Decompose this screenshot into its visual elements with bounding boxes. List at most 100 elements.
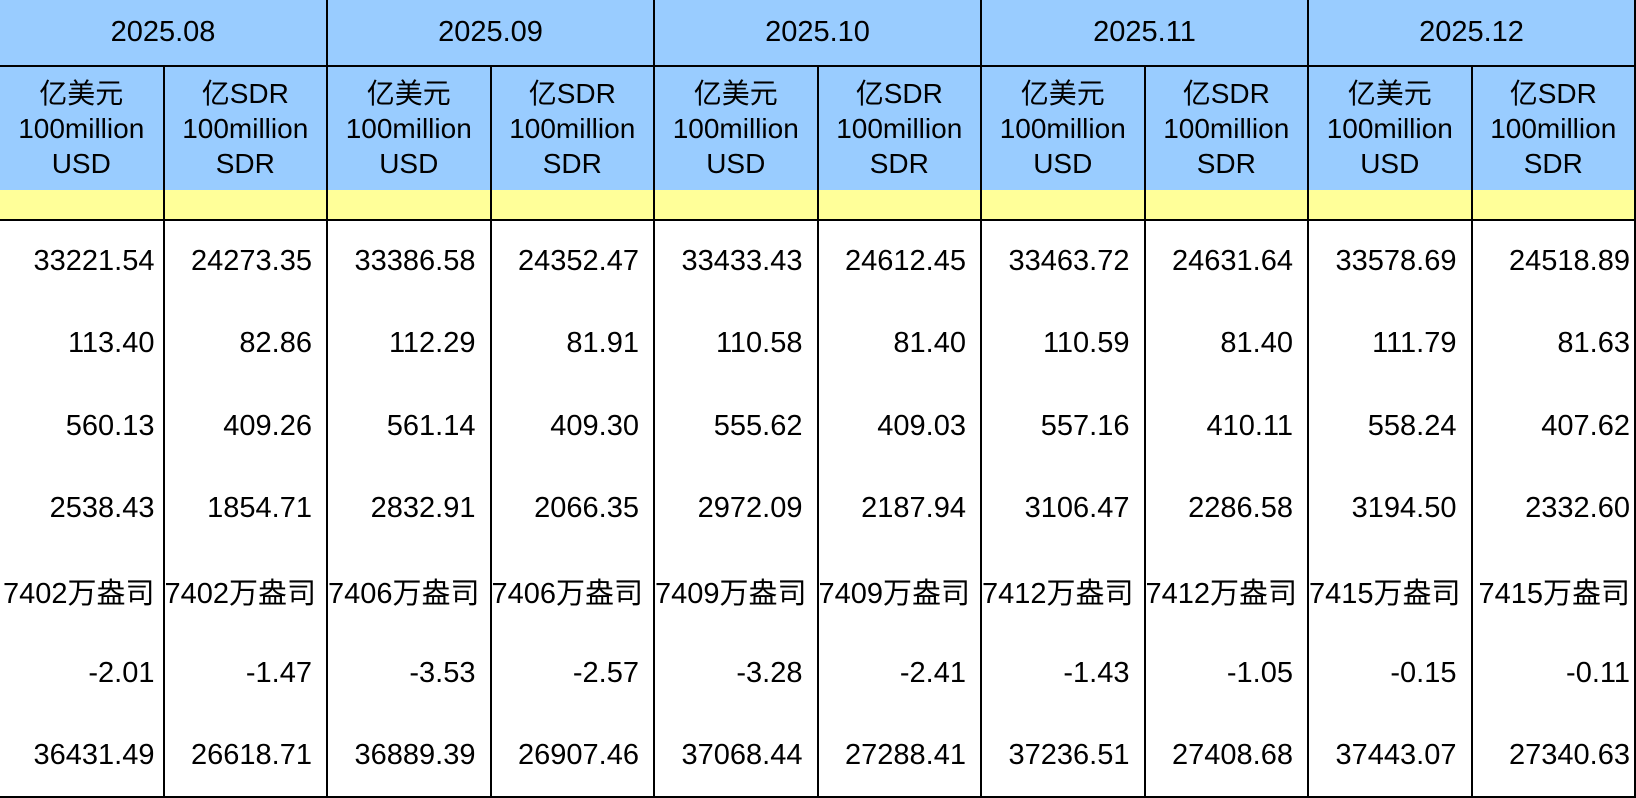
data-cell: 37236.51 (980, 714, 1145, 797)
highlight-cell (326, 190, 491, 221)
unit-header-sdr: 亿SDR 100million SDR (1470, 66, 1635, 190)
unit-line: USD (1360, 148, 1420, 179)
data-cell: 24352.47 (489, 220, 654, 303)
unit-header-usd: 亿美元 100million USD (653, 66, 818, 190)
data-cell: 37443.07 (1307, 714, 1472, 797)
data-cell: 112.29 (326, 302, 491, 385)
unit-line: 100million (1490, 113, 1617, 144)
data-cell: 24518.89 (1470, 220, 1635, 303)
unit-header-sdr: 亿SDR 100million SDR (162, 66, 327, 190)
data-cell: 409.03 (816, 384, 981, 468)
month-header: 2025.08 (0, 0, 327, 67)
highlight-cell (816, 190, 981, 221)
unit-line: 100million (672, 113, 799, 144)
data-cell: 33221.54 (0, 220, 164, 303)
unit-line: 100million (836, 113, 963, 144)
table-row: 560.13 409.26 561.14 409.30 555.62 409.0… (0, 384, 1635, 468)
data-cell: 7412万盎司 (1143, 549, 1308, 633)
data-cell: 81.40 (1143, 302, 1308, 385)
unit-header-sdr: 亿SDR 100million SDR (1143, 66, 1308, 190)
data-cell: -2.41 (816, 632, 981, 715)
unit-line: 亿SDR (201, 78, 289, 109)
unit-line: 亿美元 (693, 78, 778, 109)
unit-header-usd: 亿美元 100million USD (1307, 66, 1472, 190)
highlight-cell (653, 190, 818, 221)
data-cell: 24273.35 (162, 220, 327, 303)
table-row: 7402万盎司 7402万盎司 7406万盎司 7406万盎司 7409万盎司 … (0, 549, 1635, 633)
data-cell: 409.30 (489, 384, 654, 468)
data-cell: 33578.69 (1307, 220, 1472, 303)
data-cell: 1854.71 (162, 467, 327, 550)
data-cell: 7409万盎司 (816, 549, 981, 633)
table-row: 33221.54 24273.35 33386.58 24352.47 3343… (0, 220, 1635, 303)
data-cell: 24612.45 (816, 220, 981, 303)
unit-line: 亿美元 (366, 78, 451, 109)
data-cell: -0.15 (1307, 632, 1472, 715)
data-cell: 2066.35 (489, 467, 654, 550)
data-cell: 3194.50 (1307, 467, 1472, 550)
table-row: 36431.49 26618.71 36889.39 26907.46 3706… (0, 714, 1635, 797)
data-cell: -3.28 (653, 632, 818, 715)
data-cell: 81.63 (1470, 302, 1635, 385)
unit-line: SDR (1196, 148, 1256, 179)
data-cell: 26618.71 (162, 714, 327, 797)
data-cell: 410.11 (1143, 384, 1308, 468)
unit-line: SDR (1523, 148, 1583, 179)
unit-line: USD (706, 148, 766, 179)
data-cell: 113.40 (0, 302, 164, 385)
data-cell: 560.13 (0, 384, 164, 468)
unit-line: SDR (215, 148, 275, 179)
data-cell: 409.26 (162, 384, 327, 468)
table-row: -2.01 -1.47 -3.53 -2.57 -3.28 -2.41 -1.4… (0, 632, 1635, 715)
data-cell: 82.86 (162, 302, 327, 385)
data-cell: -1.47 (162, 632, 327, 715)
data-cell: -1.43 (980, 632, 1145, 715)
unit-header-row: 亿美元 100million USD 亿SDR 100million SDR 亿… (0, 66, 1635, 190)
data-cell: 3106.47 (980, 467, 1145, 550)
month-header: 2025.11 (980, 0, 1308, 67)
data-cell: 7402万盎司 (0, 549, 164, 633)
unit-line: 亿美元 (1347, 78, 1432, 109)
data-cell: 27288.41 (816, 714, 981, 797)
data-cell: 81.40 (816, 302, 981, 385)
unit-line: 100million (1326, 113, 1453, 144)
data-cell: 110.59 (980, 302, 1145, 385)
unit-line: 100million (182, 113, 309, 144)
data-cell: 2832.91 (326, 467, 491, 550)
highlight-cell (489, 190, 654, 221)
highlight-cell (1143, 190, 1308, 221)
data-cell: 27340.63 (1470, 714, 1635, 797)
data-cell: 2538.43 (0, 467, 164, 550)
data-cell: 81.91 (489, 302, 654, 385)
unit-line: 亿SDR (855, 78, 943, 109)
table-row: 2538.43 1854.71 2832.91 2066.35 2972.09 … (0, 467, 1635, 550)
unit-line: 亿SDR (1509, 78, 1597, 109)
unit-line: 亿SDR (1182, 78, 1270, 109)
table-row: 113.40 82.86 112.29 81.91 110.58 81.40 1… (0, 302, 1635, 385)
unit-line: 100million (1163, 113, 1290, 144)
data-cell: 7415万盎司 (1470, 549, 1635, 633)
unit-line: SDR (869, 148, 929, 179)
data-cell: 33433.43 (653, 220, 818, 303)
data-cell: -2.01 (0, 632, 164, 715)
unit-line: USD (1033, 148, 1093, 179)
data-cell: 24631.64 (1143, 220, 1308, 303)
unit-line: 100million (18, 113, 145, 144)
data-cell: 555.62 (653, 384, 818, 468)
data-cell: 2286.58 (1143, 467, 1308, 550)
unit-header-usd: 亿美元 100million USD (326, 66, 491, 190)
data-cell: 7406万盎司 (489, 549, 654, 633)
unit-line: 亿美元 (1020, 78, 1105, 109)
month-header: 2025.12 (1307, 0, 1635, 67)
data-cell: -0.11 (1470, 632, 1635, 715)
unit-line: 100million (345, 113, 472, 144)
unit-header-sdr: 亿SDR 100million SDR (489, 66, 654, 190)
unit-header-sdr: 亿SDR 100million SDR (816, 66, 981, 190)
unit-line: USD (51, 148, 111, 179)
data-cell: 26907.46 (489, 714, 654, 797)
data-cell: 407.62 (1470, 384, 1635, 468)
highlight-cell (1307, 190, 1472, 221)
unit-line: 100million (999, 113, 1126, 144)
